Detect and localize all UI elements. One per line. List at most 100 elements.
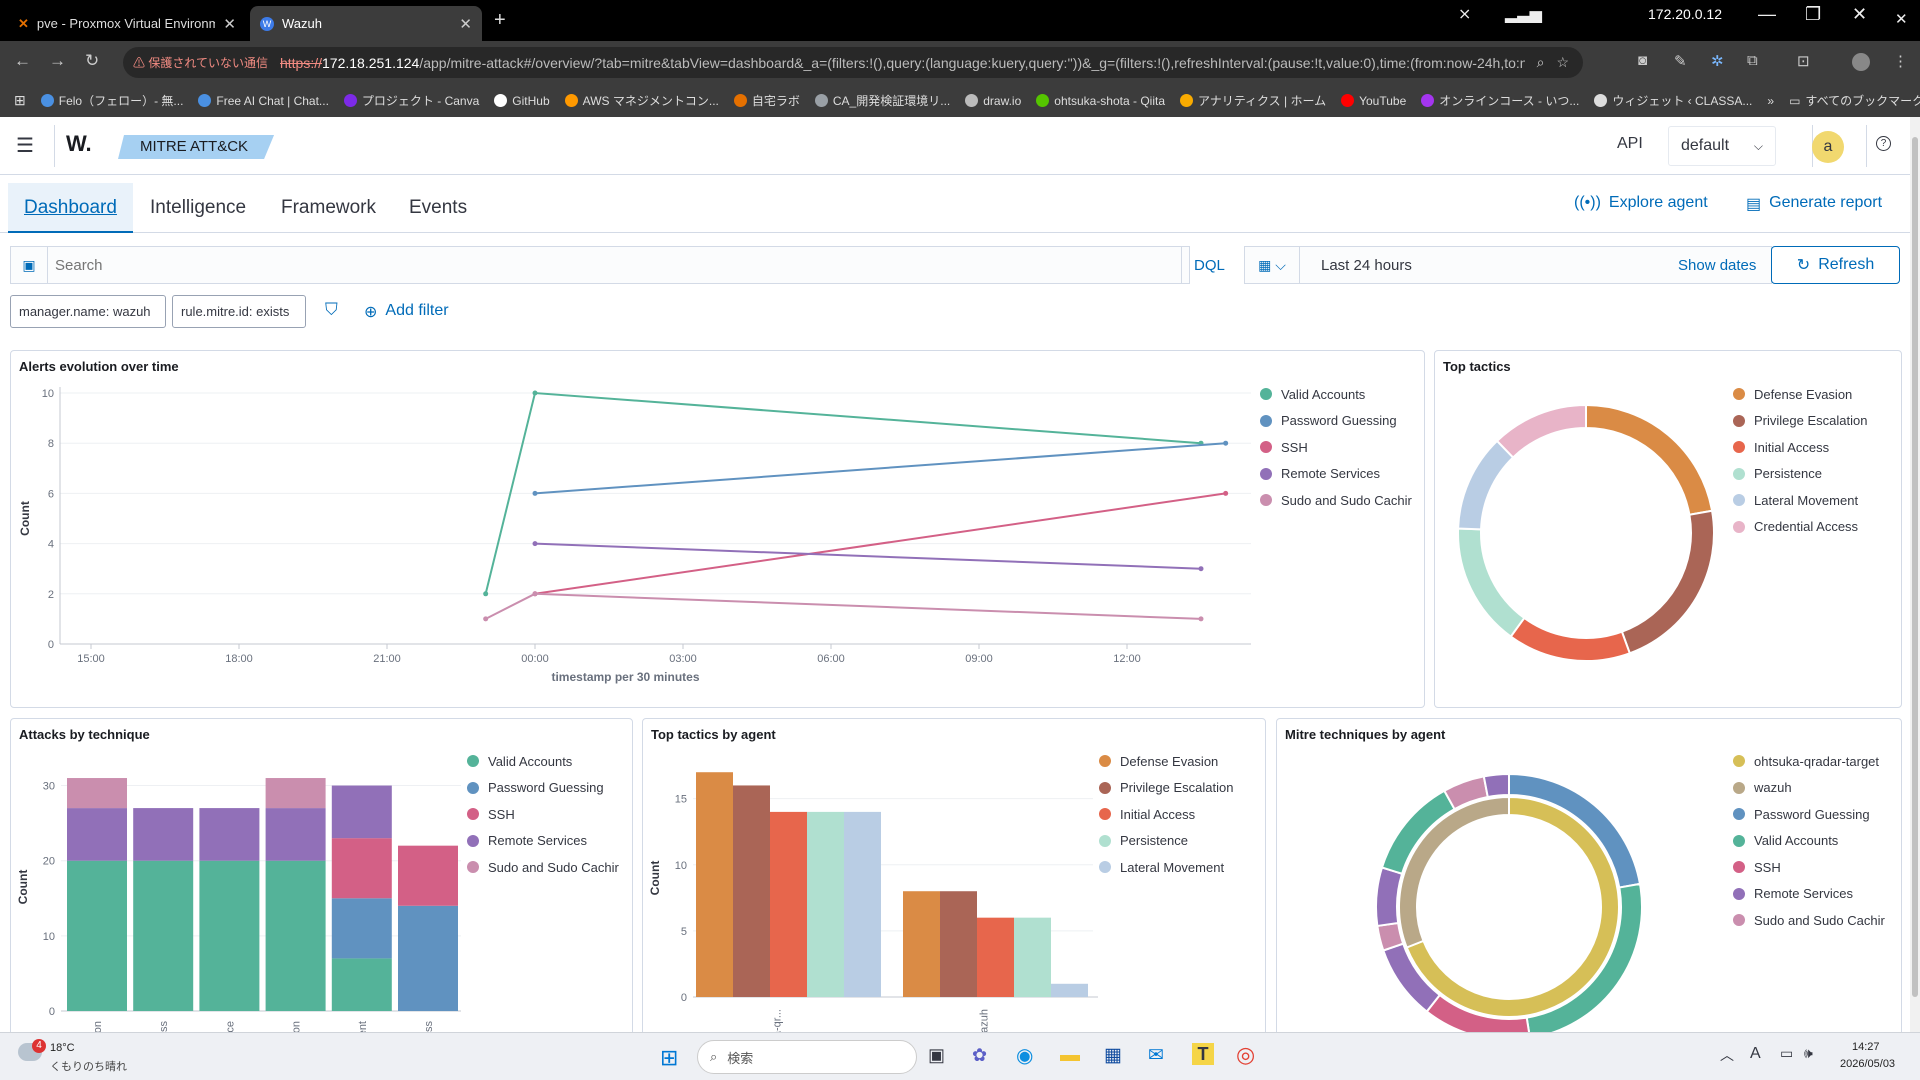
bookmark-star-icon[interactable]: ☆ (1556, 54, 1569, 70)
bar[interactable] (807, 811, 844, 997)
bar-segment[interactable] (331, 838, 392, 899)
temperature[interactable]: 18°C (50, 1042, 75, 1054)
search-input[interactable] (55, 253, 1055, 277)
minimize-icon[interactable]: — (1758, 4, 1776, 24)
legend-item[interactable]: Defense Evasion (1099, 748, 1233, 775)
forward-icon[interactable]: → (49, 51, 66, 70)
api-label[interactable]: API (1617, 135, 1643, 152)
data-point[interactable] (1223, 490, 1229, 496)
calendar-icon[interactable]: ▦ ⌵ (1245, 247, 1300, 283)
tactic-slice[interactable] (1620, 509, 1715, 655)
app-icon[interactable]: T (1192, 1043, 1214, 1065)
data-point[interactable] (1198, 566, 1204, 572)
legend-item[interactable]: Password Guessing (467, 775, 619, 802)
security-warning[interactable]: ⚠ 保護されていない通信 (133, 56, 268, 70)
techniques-agent-donut[interactable] (1277, 719, 1737, 1039)
scrollbar[interactable] (1910, 117, 1920, 1032)
reload-icon[interactable]: ↻ (85, 51, 100, 70)
bookmark-item[interactable]: CA_開発検証環境リ... (814, 92, 950, 109)
zoom-icon[interactable]: ⌕ (1536, 54, 1545, 70)
chrome-icon[interactable]: ◎ (1236, 1042, 1256, 1067)
series-line-3[interactable] (534, 542, 1202, 570)
close-window-icon[interactable]: ✕ (1895, 11, 1908, 28)
bar[interactable] (903, 891, 940, 997)
scrollbar-thumb[interactable] (1912, 137, 1918, 997)
browser-tab-proxmox[interactable]: ✕ pve - Proxmox Virtual Environm ✕ (8, 6, 246, 41)
series-line-1[interactable] (534, 442, 1226, 495)
legend-item[interactable]: Defense Evasion (1733, 381, 1867, 408)
bookmark-item[interactable]: ohtsuka-shota - Qiita (1036, 92, 1165, 109)
bar-segment[interactable] (67, 860, 127, 1011)
file-explorer-icon[interactable]: ▬ (1060, 1044, 1080, 1066)
bar-segment[interactable] (265, 778, 326, 809)
time-range[interactable]: Last 24 hours (1321, 257, 1412, 274)
data-point[interactable] (483, 591, 489, 597)
network-icon[interactable]: ▭ (1780, 1045, 1794, 1061)
pen-icon[interactable]: ✎ (1674, 53, 1687, 70)
filter-icon[interactable]: ⛉ (325, 300, 338, 319)
tactic-slice[interactable] (1585, 403, 1714, 516)
close-tab-icon[interactable]: ✕ (223, 15, 236, 33)
legend-item[interactable]: Valid Accounts (467, 748, 619, 775)
bar-segment[interactable] (331, 785, 392, 839)
data-point[interactable] (532, 490, 538, 496)
store-icon[interactable]: ▦ (1104, 1045, 1122, 1066)
tab-intelligence[interactable]: Intelligence (150, 197, 247, 218)
generate-report-button[interactable]: ▤ Generate report (1746, 194, 1883, 213)
legend-item[interactable]: Persistence (1733, 461, 1867, 488)
extension-icon[interactable]: ✲ (1711, 53, 1724, 70)
bookmark-item[interactable]: アナリティクス | ホーム (1180, 92, 1326, 109)
alerts-line-chart[interactable]: 0 2 4 6 8 10 15:00 18:00 21:00 00:00 03:00 06:00 09:… (11, 351, 1426, 709)
attacks-stacked-bar-chart[interactable]: 0102030CountDefense EvasionInitial Acces… (11, 719, 461, 1039)
bookmark-item[interactable]: GitHub (494, 92, 550, 109)
bar-segment[interactable] (331, 898, 392, 959)
bookmarks-more[interactable]: » (1767, 93, 1775, 108)
legend-item[interactable]: Initial Access (1099, 801, 1233, 828)
bar-segment[interactable] (265, 860, 326, 1011)
bar-segment[interactable] (265, 808, 326, 861)
explore-agent-button[interactable]: ((•)) Explore agent (1574, 194, 1708, 211)
volume-icon[interactable]: 🕪 (1804, 1045, 1813, 1061)
legend-item[interactable]: Remote Services (1260, 461, 1412, 488)
tab-search-icon[interactable]: ⊡ (1797, 53, 1810, 70)
bar[interactable] (977, 917, 1014, 997)
legend-item[interactable]: Initial Access (1733, 434, 1867, 461)
restore-icon[interactable]: ❐ (1805, 4, 1822, 24)
taskbar-search[interactable]: ⌕ 検索 (697, 1040, 917, 1074)
help-icon[interactable]: ? (1876, 136, 1891, 151)
technique-slice[interactable] (1482, 772, 1510, 799)
outlook-icon[interactable]: ✉ (1148, 1045, 1164, 1066)
bar-segment[interactable] (199, 808, 260, 861)
refresh-button[interactable]: ↻ Refresh (1771, 246, 1900, 284)
bookmark-item[interactable]: オンラインコース - いつ... (1421, 92, 1579, 109)
bar-segment[interactable] (133, 808, 194, 861)
tab-events[interactable]: Events (409, 197, 468, 218)
bookmark-item[interactable]: Felo（フェロー）- 無... (40, 92, 183, 109)
bookmark-item[interactable]: Free AI Chat | Chat... (198, 92, 329, 109)
legend-item[interactable]: Remote Services (1733, 881, 1885, 908)
wazuh-logo[interactable]: W. (66, 131, 92, 156)
series-line-2[interactable] (534, 492, 1226, 595)
legend-item[interactable]: wazuh (1733, 775, 1885, 802)
legend-item[interactable]: Sudo and Sudo Cachir (1260, 487, 1412, 514)
clock-time[interactable]: 14:27 (1852, 1041, 1880, 1053)
bookmark-item[interactable]: ウィジェット ‹ CLASSA... (1594, 92, 1752, 109)
task-view-icon[interactable]: ▣ (928, 1045, 946, 1065)
bookmark-item[interactable]: YouTube (1341, 92, 1406, 109)
legend-item[interactable]: SSH (1733, 854, 1885, 881)
legend-item[interactable]: Privilege Escalation (1099, 775, 1233, 802)
close-tab-icon[interactable]: ✕ (459, 15, 472, 33)
bookmark-item[interactable]: プロジェクト - Canva (343, 92, 479, 109)
bar[interactable] (696, 772, 733, 997)
filter-pill[interactable]: manager.name: wazuh (10, 295, 166, 328)
tactic-slice[interactable] (1509, 616, 1632, 662)
profile-avatar[interactable] (1852, 53, 1870, 71)
legend-item[interactable]: SSH (1260, 434, 1412, 461)
legend-item[interactable]: Remote Services (467, 828, 619, 855)
legend-item[interactable]: Valid Accounts (1260, 381, 1412, 408)
agent-slice[interactable] (1398, 795, 1510, 949)
camera-icon[interactable]: ◙ (1638, 52, 1648, 69)
legend-item[interactable]: Sudo and Sudo Cachir (1733, 907, 1885, 934)
bar[interactable] (1051, 983, 1088, 997)
bookmark-item[interactable]: AWS マネジメントコン... (564, 92, 719, 109)
